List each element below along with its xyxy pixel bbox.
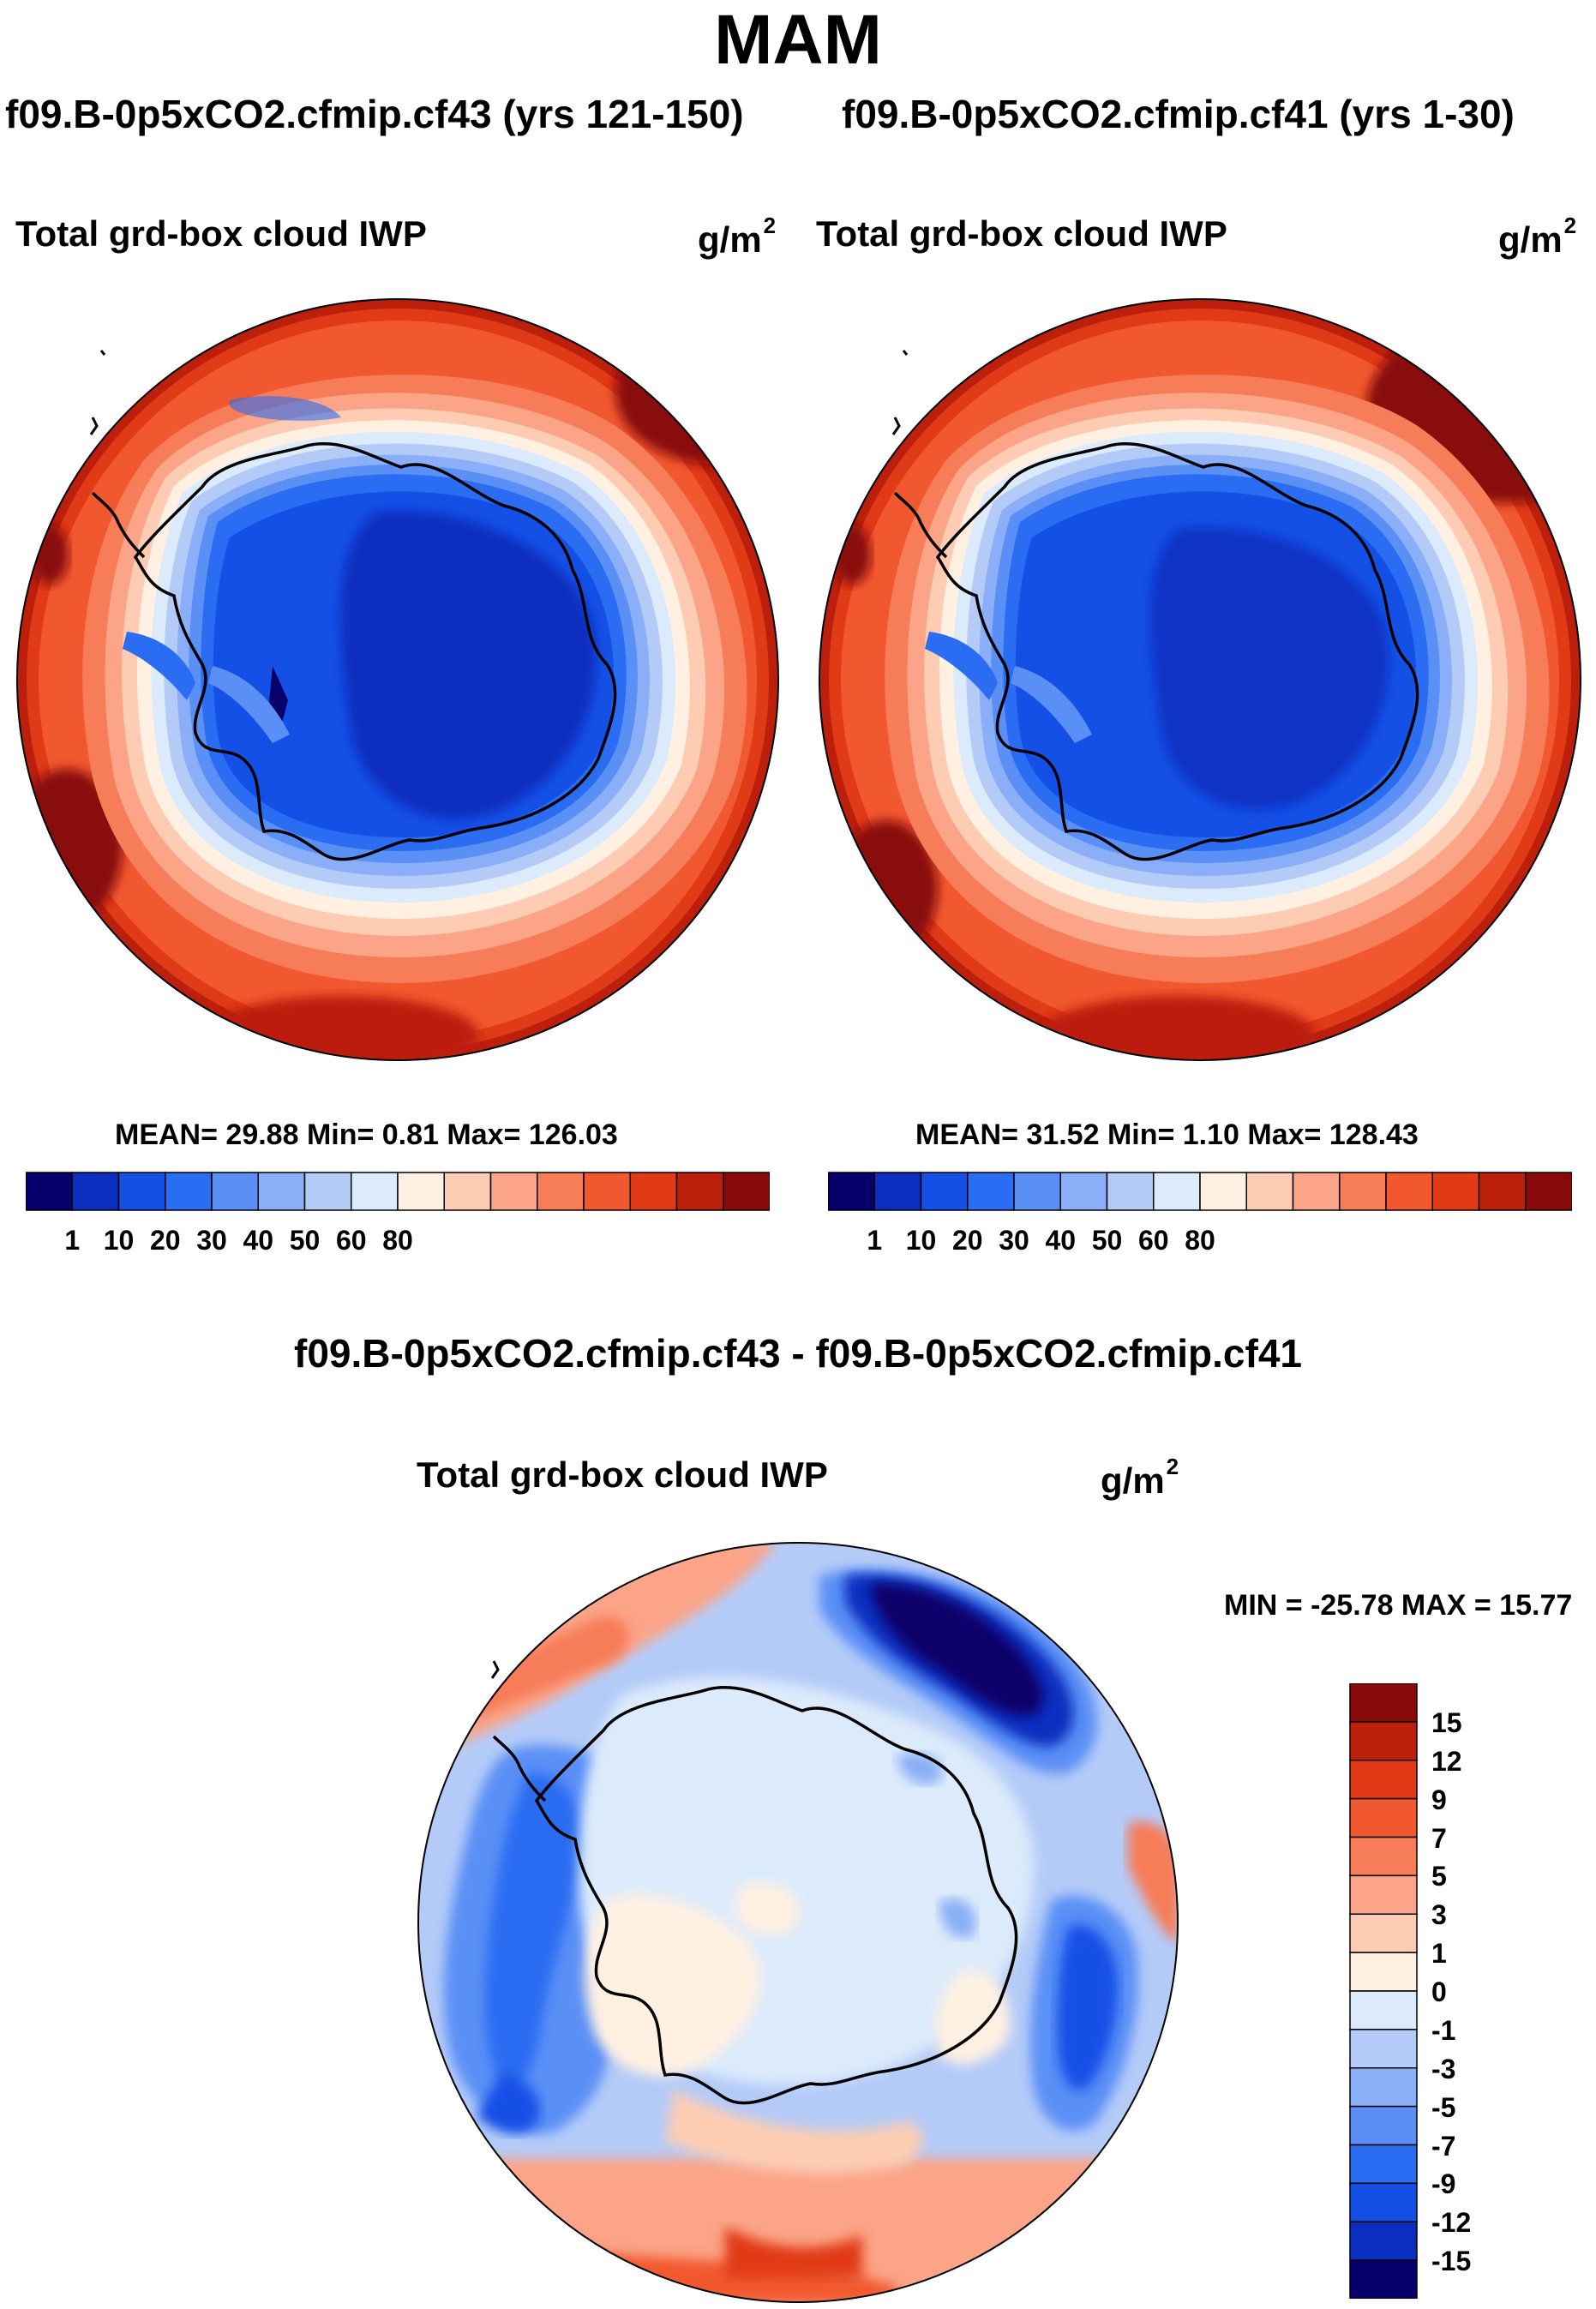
colorbar-box <box>1525 1172 1572 1211</box>
colorbar-tick-label: 1 <box>64 1225 81 1256</box>
colorbar-tick-label: 12 <box>1431 1745 1462 1777</box>
colorbar-box <box>1292 1172 1341 1211</box>
colorbar-box <box>537 1172 585 1211</box>
colorbar-box <box>967 1172 1015 1211</box>
left-units: g/m2 <box>698 213 777 260</box>
diff-units: g/m2 <box>1101 1454 1179 1501</box>
colorbar-tick-label: 60 <box>335 1225 367 1256</box>
colorbar-tick-label: 60 <box>1137 1225 1169 1256</box>
colorbar-box <box>1013 1172 1061 1211</box>
colorbar-box <box>873 1172 922 1211</box>
colorbar-tick-label: 80 <box>382 1225 413 1256</box>
colorbar-tick-label: 50 <box>289 1225 321 1256</box>
colorbar-box <box>1349 2029 1418 2069</box>
colorbar-tick-label: 5 <box>1431 1861 1447 1892</box>
colorbar-box <box>1349 1990 1418 2030</box>
colorbar-box <box>303 1172 352 1211</box>
colorbar-box <box>26 1172 73 1211</box>
colorbar-box <box>1349 1721 1418 1761</box>
colorbar-box <box>1106 1172 1155 1211</box>
colorbar-box <box>71 1172 120 1211</box>
colorbar-tick-label: -1 <box>1431 2014 1456 2046</box>
colorbar-box <box>675 1172 724 1211</box>
diff-title: f09.B-0p5xCO2.cfmip.cf43 - f09.B-0p5xCO2… <box>294 1331 1302 1376</box>
colorbar-box <box>1349 1952 1418 1992</box>
colorbar-box <box>117 1172 166 1211</box>
colorbar-box <box>1349 1797 1418 1838</box>
colorbar-tick-label: 20 <box>951 1225 983 1256</box>
colorbar-box <box>1339 1172 1387 1211</box>
colorbar-box <box>583 1172 631 1211</box>
colorbar-tick-label: -5 <box>1431 2091 1456 2123</box>
colorbar-box <box>1349 1913 1418 1953</box>
colorbar-tick-label: 15 <box>1431 1706 1462 1738</box>
colorbar-tick-label: 10 <box>905 1225 937 1256</box>
colorbar-box <box>629 1172 678 1211</box>
colorbar-box <box>489 1172 538 1211</box>
colorbar-tick-label: -7 <box>1431 2130 1456 2162</box>
colorbar-box <box>397 1172 445 1211</box>
colorbar-tick-label: 7 <box>1431 1822 1447 1854</box>
colorbar-tick-label: 40 <box>243 1225 274 1256</box>
colorbar-box <box>1349 1874 1418 1915</box>
colorbar-box <box>1349 2067 1418 2108</box>
colorbar-tick-label: 50 <box>1091 1225 1123 1256</box>
colorbar-box <box>257 1172 306 1211</box>
colorbar-tick-label: -3 <box>1431 2053 1456 2084</box>
colorbar-box <box>1431 1172 1480 1211</box>
colorbar-box <box>1349 1836 1418 1877</box>
colorbar-tick-label: 20 <box>149 1225 181 1256</box>
colorbar-tick-label: 10 <box>103 1225 135 1256</box>
left-polar-map <box>16 298 779 1061</box>
colorbar-tick-label: 40 <box>1045 1225 1077 1256</box>
colorbar-box <box>351 1172 399 1211</box>
colorbar-tick-label: 30 <box>999 1225 1029 1256</box>
colorbar-tick-label: 1 <box>867 1225 883 1256</box>
colorbar-tick-label: 1 <box>1431 1938 1447 1970</box>
colorbar-box <box>211 1172 259 1211</box>
colorbar-box <box>1385 1172 1433 1211</box>
right-units: g/m2 <box>1498 213 1577 260</box>
colorbar-tick-label: -12 <box>1431 2207 1472 2239</box>
left-variable-title: Total grd-box cloud IWP <box>15 213 427 254</box>
colorbar-tick-label: 3 <box>1431 1899 1447 1931</box>
left-stats: MEAN= 29.88 Min= 0.81 Max= 126.03 <box>115 1119 618 1151</box>
colorbar-box <box>920 1172 969 1211</box>
colorbar-box <box>1245 1172 1294 1211</box>
right-variable-title: Total grd-box cloud IWP <box>816 213 1227 254</box>
colorbar-tick-label: -15 <box>1431 2246 1472 2277</box>
colorbar-box <box>1349 2182 1418 2222</box>
colorbar-box <box>1059 1172 1108 1211</box>
left-colorbar <box>26 1172 770 1211</box>
diff-polar-map <box>417 1542 1179 2303</box>
colorbar-box <box>1349 2221 1418 2261</box>
colorbar-box <box>1349 2144 1418 2185</box>
colorbar-tick-label: 9 <box>1431 1784 1447 1815</box>
colorbar-box <box>1349 1683 1418 1723</box>
colorbar-tick-label: -9 <box>1431 2168 1456 2200</box>
right-stats: MEAN= 31.52 Min= 1.10 Max= 128.43 <box>915 1119 1419 1151</box>
colorbar-box <box>1478 1172 1527 1211</box>
colorbar-box <box>723 1172 770 1211</box>
colorbar-box <box>1199 1172 1247 1211</box>
colorbar-box <box>828 1172 875 1211</box>
diff-stats: MIN = -25.78 MAX = 15.77 <box>1224 1589 1573 1622</box>
colorbar-box <box>443 1172 492 1211</box>
colorbar-tick-label: 80 <box>1185 1225 1215 1256</box>
figure-title: MAM <box>714 1 882 79</box>
colorbar-box <box>165 1172 213 1211</box>
colorbar-tick-label: 0 <box>1431 1976 1447 2007</box>
colorbar-box <box>1349 2105 1418 2146</box>
diff-colorbar <box>1349 1683 1418 2299</box>
colorbar-box <box>1153 1172 1201 1211</box>
colorbar-box <box>1349 2259 1418 2299</box>
colorbar-box <box>1349 1760 1418 1800</box>
diff-variable-title: Total grd-box cloud IWP <box>417 1454 828 1495</box>
right-colorbar <box>828 1172 1572 1211</box>
right-case-title: f09.B-0p5xCO2.cfmip.cf41 (yrs 1-30) <box>842 92 1515 136</box>
colorbar-tick-label: 30 <box>196 1225 227 1256</box>
left-case-title: f09.B-0p5xCO2.cfmip.cf43 (yrs 121-150) <box>5 92 744 136</box>
right-polar-map <box>819 298 1581 1061</box>
